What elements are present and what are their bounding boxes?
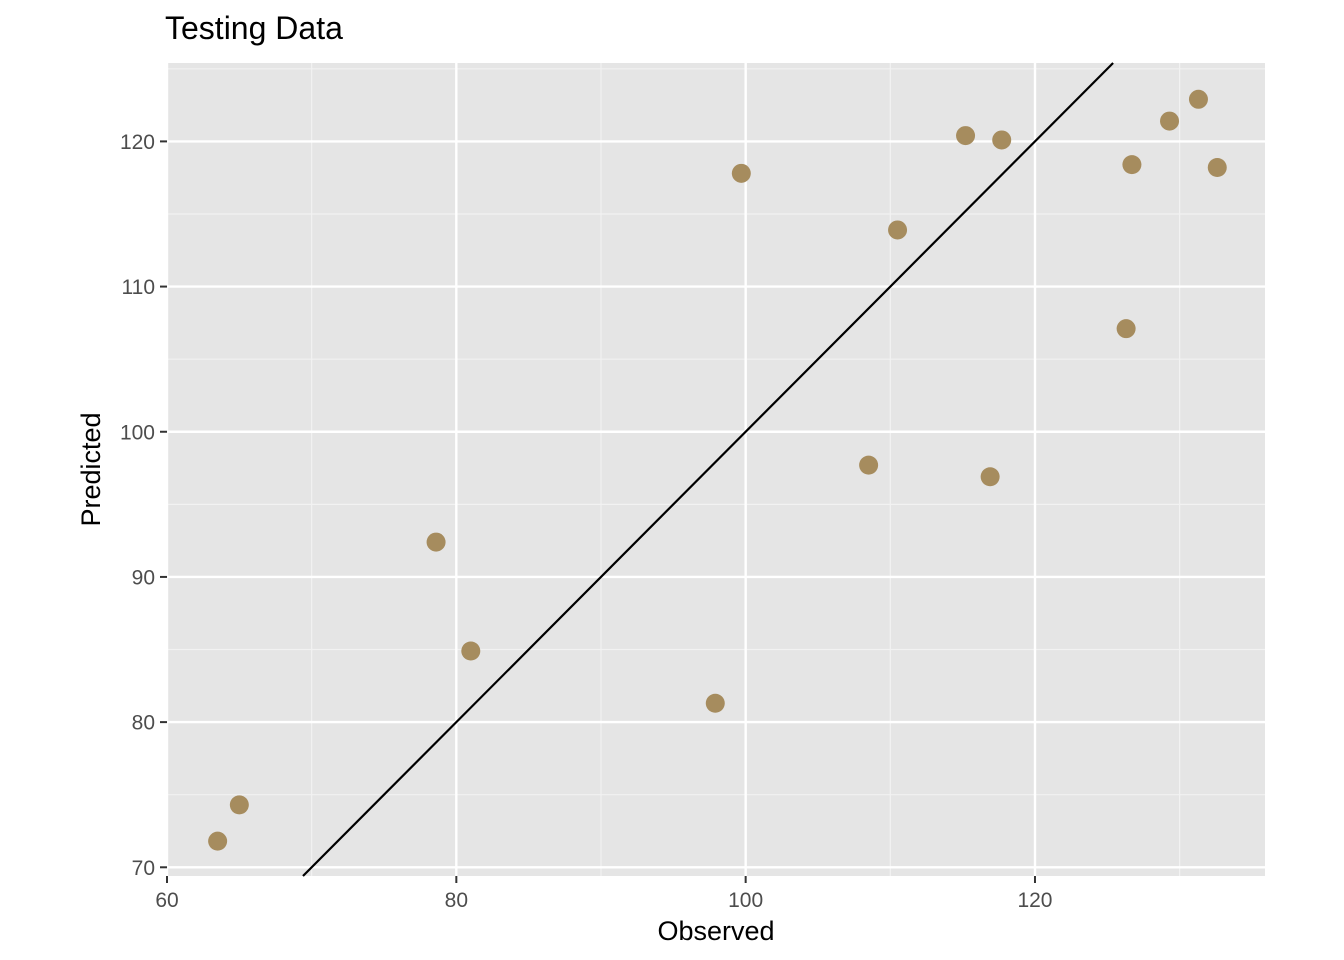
data-point <box>208 831 228 851</box>
data-point <box>705 693 725 713</box>
chart-title: Testing Data <box>165 10 343 46</box>
y-axis-ticks: 70 80 90 100 110 120 <box>120 131 167 880</box>
data-point <box>1160 111 1180 131</box>
data-point <box>1116 319 1136 339</box>
data-point <box>1122 155 1142 175</box>
data-point <box>956 126 976 146</box>
y-tick-label: 110 <box>122 276 155 299</box>
x-axis-ticks: 60 80 100 120 <box>155 876 1053 912</box>
x-tick-label: 60 <box>155 889 178 912</box>
data-point <box>1207 158 1227 178</box>
x-tick-label: 100 <box>728 889 763 912</box>
y-tick-label: 100 <box>120 421 155 444</box>
x-axis-title: Observed <box>657 916 774 946</box>
data-point <box>992 130 1012 150</box>
data-point <box>229 795 249 815</box>
y-tick-label: 70 <box>132 857 155 880</box>
data-point <box>426 532 446 552</box>
data-point <box>980 467 1000 487</box>
x-tick-label: 80 <box>445 889 468 912</box>
minor-gridlines <box>167 63 1265 876</box>
x-tick-label: 120 <box>1017 889 1052 912</box>
y-tick-label: 80 <box>132 712 155 735</box>
y-tick-label: 120 <box>120 131 155 154</box>
data-point <box>461 641 481 661</box>
data-point <box>731 163 751 183</box>
plot-panel <box>167 63 1265 876</box>
data-point <box>859 455 879 475</box>
data-point <box>888 220 908 240</box>
data-point <box>1188 89 1208 109</box>
data-points <box>208 89 1227 851</box>
identity-reference-line <box>302 62 1114 877</box>
major-gridlines <box>165 63 1265 876</box>
y-axis-title: Predicted <box>76 412 106 526</box>
y-tick-label: 90 <box>132 566 155 589</box>
